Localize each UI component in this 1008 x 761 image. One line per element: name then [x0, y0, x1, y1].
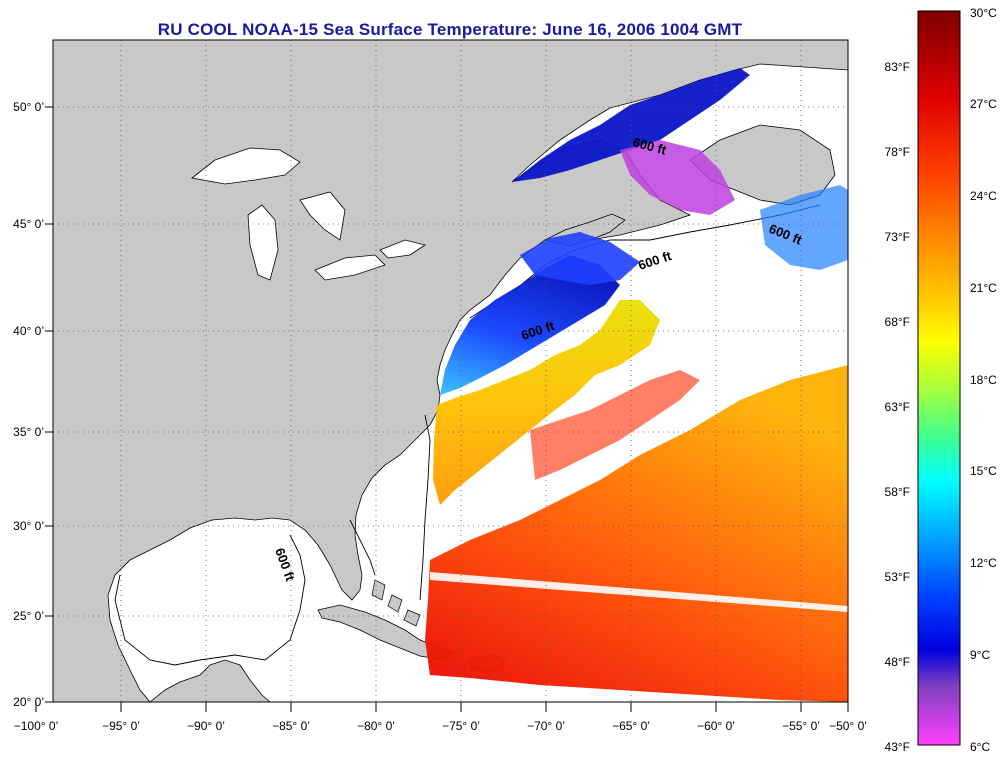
yucatan-peninsula — [149, 659, 271, 702]
lat-label: 50° 0’ — [13, 100, 44, 114]
celsius-label: 30°C — [970, 6, 997, 20]
map-title: RU COOL NOAA-15 Sea Surface Temperature:… — [157, 20, 743, 39]
lon-label: −70° 0’ — [527, 719, 565, 733]
fahrenheit-label: 68°F — [885, 315, 910, 329]
celsius-label: 6°C — [970, 740, 990, 754]
lon-label: −65° 0’ — [612, 719, 650, 733]
lat-label: 35° 0’ — [13, 425, 44, 439]
lon-label: −95° 0’ — [102, 719, 140, 733]
celsius-label: 9°C — [970, 648, 990, 662]
lon-label: −55° 0’ — [782, 719, 820, 733]
lon-label: −50° 0’ — [829, 719, 867, 733]
map-frame — [52, 39, 849, 703]
celsius-label: 27°C — [970, 97, 997, 111]
latitude-labels: 50° 0’ 45° 0’ 40° 0’ 35° 0’ 30° 0’ 25° 0… — [13, 100, 44, 709]
lat-label: 20° 0’ — [13, 695, 44, 709]
lon-label: −75° 0’ — [442, 719, 480, 733]
fahrenheit-label: 78°F — [885, 145, 910, 159]
great-lakes — [191, 147, 426, 281]
celsius-label: 18°C — [970, 373, 997, 387]
lon-label: −80° 0’ — [357, 719, 395, 733]
colorbar-celsius-labels: 30°C 27°C 24°C 21°C 18°C 15°C 12°C 9°C 6… — [970, 6, 997, 754]
lat-label: 25° 0’ — [13, 609, 44, 623]
bahamas-islands — [371, 579, 421, 627]
colorbar-fahrenheit-labels: 83°F 78°F 73°F 68°F 63°F 58°F 53°F 48°F … — [885, 60, 910, 754]
lon-label: −90° 0’ — [187, 719, 225, 733]
celsius-label: 24°C — [970, 189, 997, 203]
fahrenheit-label: 53°F — [885, 570, 910, 584]
celsius-label: 12°C — [970, 556, 997, 570]
lat-label: 40° 0’ — [13, 324, 44, 338]
celsius-label: 15°C — [970, 464, 997, 478]
fahrenheit-label: 43°F — [885, 740, 910, 754]
lat-label: 30° 0’ — [13, 519, 44, 533]
celsius-label: 21°C — [970, 281, 997, 295]
temperature-colorbar — [917, 10, 961, 746]
longitude-labels: −100° 0’ −95° 0’ −90° 0’ −85° 0’ −80° 0’… — [14, 719, 867, 733]
lon-label: −100° 0’ — [14, 719, 59, 733]
fahrenheit-label: 58°F — [885, 485, 910, 499]
fahrenheit-label: 63°F — [885, 400, 910, 414]
lon-label: −60° 0’ — [697, 719, 735, 733]
fahrenheit-label: 83°F — [885, 60, 910, 74]
axis-ticks — [35, 106, 849, 712]
fahrenheit-label: 73°F — [885, 230, 910, 244]
fahrenheit-label: 48°F — [885, 655, 910, 669]
graticule — [53, 40, 848, 702]
lon-label: −85° 0’ — [272, 719, 310, 733]
lat-label: 45° 0’ — [13, 217, 44, 231]
